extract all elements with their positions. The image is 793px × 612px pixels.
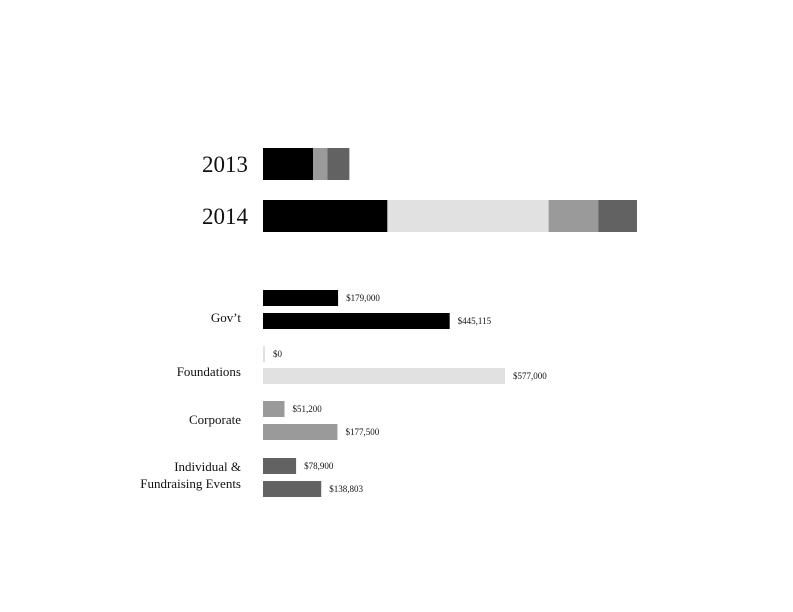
category-bar-4-2 — [263, 481, 322, 497]
stacked-segment-2014-4 — [598, 200, 637, 232]
value-label-4-1: $78,900 — [304, 461, 334, 471]
category-label-4-line-2: Fundraising Events — [140, 476, 241, 491]
value-label-2-1: $0 — [273, 349, 283, 359]
stacked-segment-2014-2 — [387, 200, 549, 232]
category-label-2-line-1: Foundations — [177, 364, 241, 379]
stacked-segment-2014-3 — [548, 200, 599, 232]
value-label-3-1: $51,200 — [292, 404, 322, 414]
category-label-3-line-1: Corporate — [189, 412, 241, 427]
category-bar-3-1 — [263, 401, 285, 417]
stacked-segment-2013-3 — [313, 148, 328, 180]
year-label-2013: 2013 — [202, 152, 248, 177]
category-label-4-line-1: Individual & — [174, 459, 241, 474]
category-bar-1-2 — [263, 313, 450, 329]
value-label-3-2: $177,500 — [345, 427, 379, 437]
stacked-segment-2014-1 — [263, 200, 388, 232]
year-label-2014: 2014 — [202, 204, 249, 229]
value-label-1-1: $179,000 — [346, 293, 380, 303]
category-bar-2-2 — [263, 368, 505, 384]
value-label-2-2: $577,000 — [513, 371, 547, 381]
value-label-4-2: $138,803 — [329, 484, 363, 494]
stacked-segment-2013-4 — [327, 148, 350, 180]
value-label-1-2: $445,115 — [458, 316, 492, 326]
category-label-1-line-1: Gov’t — [211, 310, 241, 325]
category-bar-1-1 — [263, 290, 339, 306]
stacked-segment-2013-1 — [263, 148, 314, 180]
category-bar-4-1 — [263, 458, 297, 474]
category-bar-2-1 — [263, 346, 265, 362]
category-bar-3-2 — [263, 424, 338, 440]
